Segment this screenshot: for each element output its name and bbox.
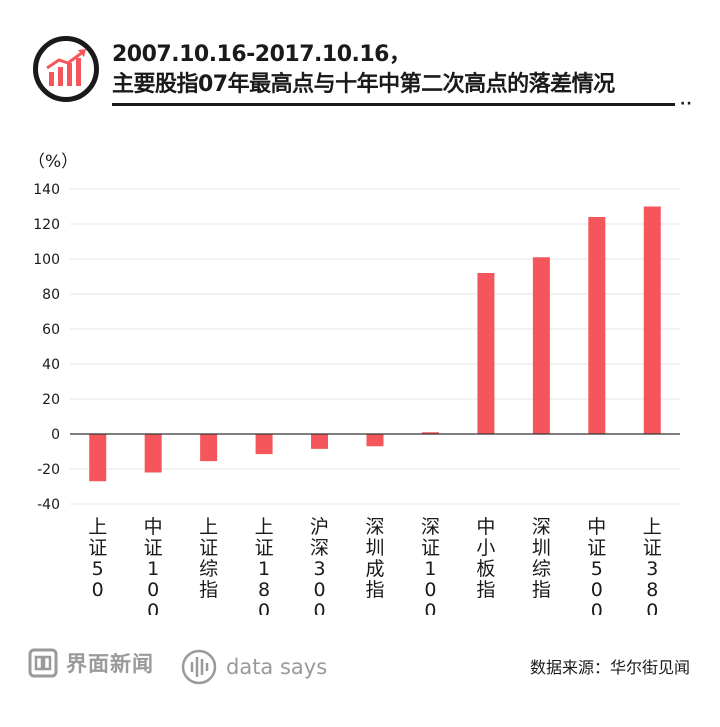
bar [421, 432, 439, 434]
bar [255, 434, 273, 455]
bar [477, 273, 495, 434]
bar-chart: （%） -40 -20 0 20 40 60 80 100 120 140 上证 5 0 中证 1 0 0 上证综指… [28, 152, 680, 615]
y-tick-label: 100 [33, 252, 60, 268]
bar [643, 206, 661, 434]
title-line-2: 主要股指07年最高点与十年中第二次高点的落差情况 [112, 72, 615, 97]
y-tick-label: -20 [37, 462, 60, 478]
chart-logo-icon [33, 36, 99, 102]
x-tick-label: 深圳综指 [532, 516, 551, 601]
bar [200, 434, 218, 462]
y-tick-label: 0 [51, 427, 60, 443]
x-tick-label: 深证 1 0 0 [421, 516, 440, 615]
x-tick-label: 中证 5 0 0 [587, 516, 606, 615]
bar [311, 434, 329, 449]
y-tick-label: 20 [42, 392, 60, 408]
data-says-text: data says [226, 655, 328, 679]
data-says-logo-icon [181, 649, 217, 685]
chart-title: 2007.10.16-2017.10.16， 主要股指07年最高点与十年中第二次… [112, 40, 702, 100]
x-tick-label: 沪深 3 0 0 [310, 516, 329, 615]
data-says-logo: data says [180, 648, 327, 686]
x-tick-label: 深圳成指 [365, 516, 384, 601]
jiemian-logo-icon [28, 648, 58, 678]
x-tick-label: 上证综指 [199, 516, 218, 601]
title-underline [112, 103, 675, 106]
y-tick-label: 140 [33, 182, 60, 198]
x-tick-label: 上证 1 8 0 [255, 516, 274, 615]
bar [588, 217, 606, 434]
footer-brand: 界面新闻 [66, 652, 154, 676]
bar [89, 434, 107, 482]
y-tick-label: -40 [37, 497, 60, 513]
jiemian-logo: 界面新闻 [28, 648, 154, 678]
x-tick-label: 中小板指 [476, 516, 495, 601]
title-dots: ·· [680, 96, 693, 112]
y-tick-label: 60 [42, 322, 60, 338]
x-tick-label: 上证 3 8 0 [643, 516, 662, 615]
y-axis-label: （%） [28, 152, 78, 172]
x-tick-label: 上证 5 0 [88, 516, 107, 601]
y-tick-label: 120 [33, 217, 60, 233]
x-tick-label: 中证 1 0 0 [144, 516, 163, 615]
bar [144, 434, 162, 473]
bar [366, 434, 384, 447]
y-tick-label: 40 [42, 357, 60, 373]
title-line-1: 2007.10.16-2017.10.16， [112, 42, 411, 67]
bar [532, 257, 550, 434]
y-tick-label: 80 [42, 287, 60, 303]
data-source: 数据来源：华尔街见闻 [529, 658, 690, 677]
